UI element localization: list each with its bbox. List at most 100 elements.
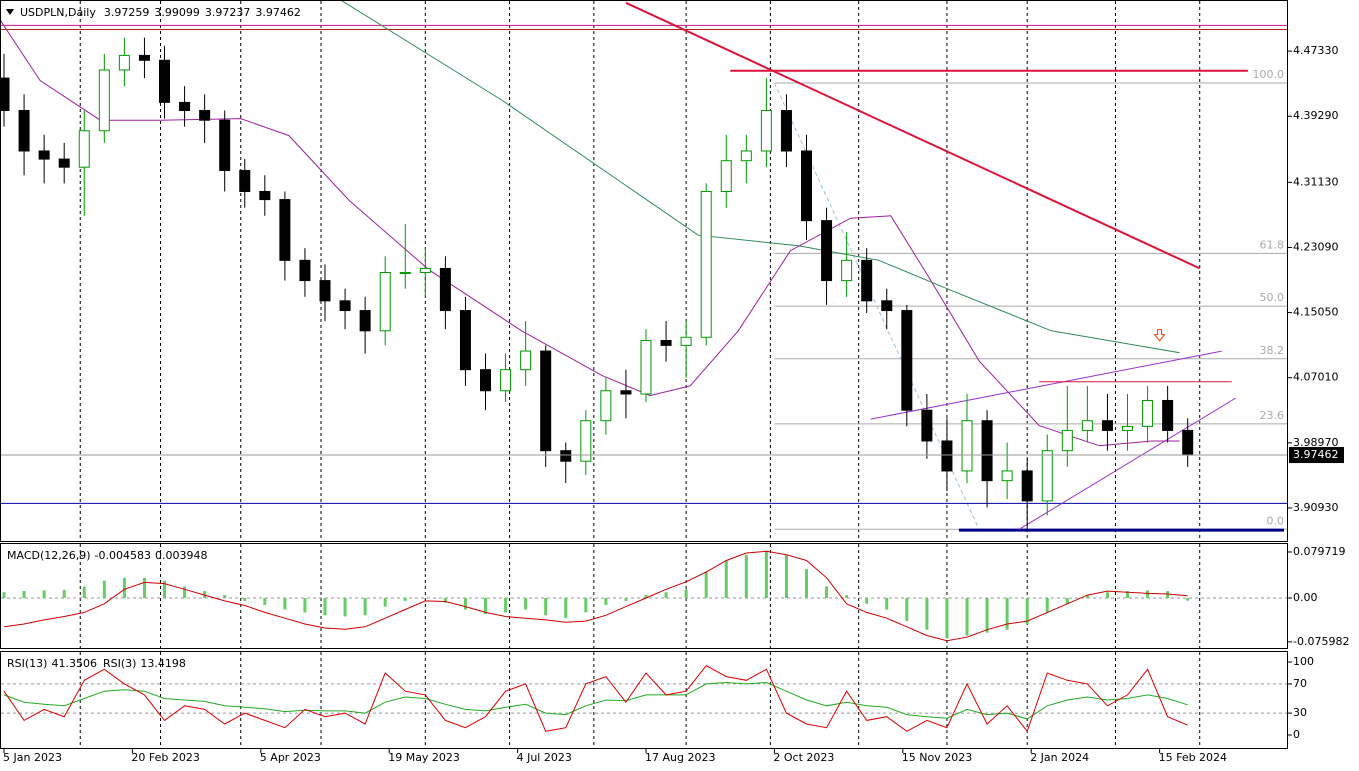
macd-bar (544, 597, 548, 616)
macd-bar (664, 592, 668, 598)
rsi-line (3, 665, 1188, 733)
candle-body (0, 77, 10, 111)
macd-bar (303, 597, 307, 613)
macd-bar (624, 597, 628, 601)
candle-body (98, 69, 110, 132)
macd-bar (423, 597, 427, 599)
candle-body (1001, 470, 1013, 482)
fib-label: 0.0 (1267, 514, 1285, 527)
candle-body (700, 190, 712, 338)
candle-body (18, 109, 30, 152)
macd-bar (243, 597, 247, 601)
candle-body (841, 259, 853, 282)
chart-header: USDPLN,Daily 3.97259 3.99099 3.97237 3.97462 (20, 6, 301, 19)
macd-bar (825, 586, 829, 598)
macd-label: MACD(12,26,9) (7, 549, 91, 562)
macd-bar (323, 597, 327, 616)
candle-body (981, 420, 993, 482)
macd-bar (584, 597, 588, 613)
macd-bar (203, 591, 207, 598)
x-tick-label: 2 Oct 2023 (773, 751, 834, 764)
macd-bar (42, 590, 46, 598)
macd-bar (343, 597, 347, 617)
x-tick-label: 17 Aug 2023 (645, 751, 715, 764)
y-tick-label: 4.23090 (1293, 240, 1339, 253)
candle-body (680, 336, 692, 346)
y-tick-label: 3.98970 (1293, 436, 1339, 449)
candle-body (319, 280, 331, 302)
macd-bar (82, 586, 86, 598)
macd-bar (764, 550, 768, 598)
macd-signal-line (3, 550, 1188, 642)
candle-body (801, 150, 813, 222)
candle-body (78, 130, 90, 168)
rsi-line (3, 681, 1188, 720)
candle-body (138, 54, 150, 61)
current-price-label: 3.97462 (1293, 448, 1339, 461)
macd-bar (163, 580, 167, 598)
x-tick-label: 19 May 2023 (388, 751, 460, 764)
fib-label: 38.2 (1260, 344, 1285, 357)
x-tick-label: 5 Jan 2023 (3, 751, 62, 764)
menu-triangle[interactable] (6, 9, 14, 15)
y-tick-label: 70 (1293, 677, 1307, 690)
macd-bar (845, 595, 849, 598)
rsi3-value: 13.4198 (140, 657, 186, 670)
macd-bar (1065, 597, 1069, 604)
macd-bar (383, 597, 387, 607)
rsi-panel-border (0, 651, 1288, 749)
macd-bar (142, 577, 146, 598)
macd-bar (62, 589, 66, 598)
macd-bar (2, 592, 6, 598)
symbol: USDPLN,Daily (20, 6, 96, 19)
candle-body (239, 169, 251, 192)
macd-bar (945, 597, 949, 639)
macd-bar (1126, 591, 1130, 598)
y-tick-label: 0.079719 (1293, 545, 1346, 558)
candle-body (640, 340, 652, 395)
candle-body (359, 310, 371, 332)
macd-panel-border (0, 543, 1288, 649)
macd-bar (644, 595, 648, 598)
low: 3.97237 (205, 6, 251, 19)
y-tick-label: 4.31130 (1293, 175, 1339, 188)
macd-signal: 0.003948 (155, 549, 208, 562)
macd-bar (1186, 597, 1190, 601)
x-tick-label: 4 Jul 2023 (517, 751, 572, 764)
candle-body (861, 259, 873, 302)
candle-body (1142, 399, 1154, 427)
y-tick-label: 100 (1293, 655, 1314, 668)
candle-body (660, 340, 672, 346)
macd-bar (223, 595, 227, 598)
candle-body (821, 220, 833, 282)
macd-bar (283, 597, 287, 610)
candle-body (58, 158, 70, 168)
macd-bar (1166, 591, 1170, 598)
macd-bar (1085, 595, 1089, 598)
macd-bar (122, 577, 126, 598)
candle-body (780, 109, 792, 152)
fib-label: 61.8 (1260, 238, 1285, 251)
candle-body (740, 150, 752, 162)
macd-bar (564, 597, 568, 619)
candle-body (1081, 420, 1093, 431)
y-tick-label: 4.47330 (1293, 44, 1339, 57)
moving-average (340, 0, 1180, 354)
x-tick-label: 15 Nov 2023 (902, 751, 972, 764)
candle-body (1101, 420, 1113, 431)
macd-bar (885, 597, 889, 610)
candle-body (399, 271, 411, 274)
rsi13-label: RSI(13) (7, 657, 47, 670)
macd-bar (524, 597, 528, 610)
macd-bar (363, 597, 367, 616)
macd-bar (1045, 597, 1049, 613)
candle-body (199, 109, 211, 121)
trend-line (625, 1, 1201, 270)
candle-body (520, 350, 532, 371)
candle-body (259, 190, 271, 201)
candle-body (419, 267, 431, 273)
macd-bar (684, 589, 688, 598)
candle-body (459, 310, 471, 371)
candle-body (881, 300, 893, 312)
macd-header: MACD(12,26,9) -0.004583 0.003948 (7, 549, 208, 562)
